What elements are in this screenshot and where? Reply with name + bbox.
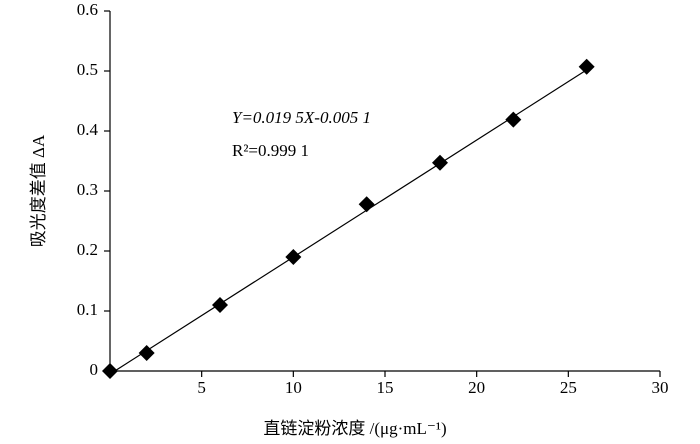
x-axis-label: 直链淀粉浓度 /(μg·mL⁻¹) bbox=[263, 419, 446, 438]
y-tick-label: 0.2 bbox=[77, 240, 98, 259]
marker bbox=[578, 58, 595, 75]
marker bbox=[505, 111, 522, 128]
marker bbox=[432, 154, 448, 171]
y-tick-label: 0.1 bbox=[77, 300, 98, 319]
y-tick-label: 0.6 bbox=[77, 0, 98, 19]
y-tick-label: 0.5 bbox=[77, 60, 98, 79]
marker bbox=[285, 249, 302, 265]
x-tick-label: 5 bbox=[197, 378, 206, 397]
marker bbox=[358, 196, 375, 213]
x-tick-label: 15 bbox=[377, 378, 394, 397]
y-tick-label: 0 bbox=[90, 360, 99, 379]
r-squared: R²=0.999 1 bbox=[232, 141, 309, 160]
y-tick-label: 0.4 bbox=[77, 120, 99, 139]
x-tick-label: 30 bbox=[652, 378, 669, 397]
marker bbox=[138, 345, 155, 361]
x-tick-label: 10 bbox=[285, 378, 302, 397]
equation: Y=0.019 5X-0.005 1 bbox=[232, 108, 371, 127]
marker bbox=[102, 363, 118, 379]
y-tick-label: 0.3 bbox=[77, 180, 98, 199]
y-axis-label: 吸光度差值 ΔA bbox=[29, 134, 48, 247]
marker bbox=[212, 297, 228, 313]
x-tick-label: 20 bbox=[468, 378, 485, 397]
x-tick-label: 25 bbox=[560, 378, 577, 397]
